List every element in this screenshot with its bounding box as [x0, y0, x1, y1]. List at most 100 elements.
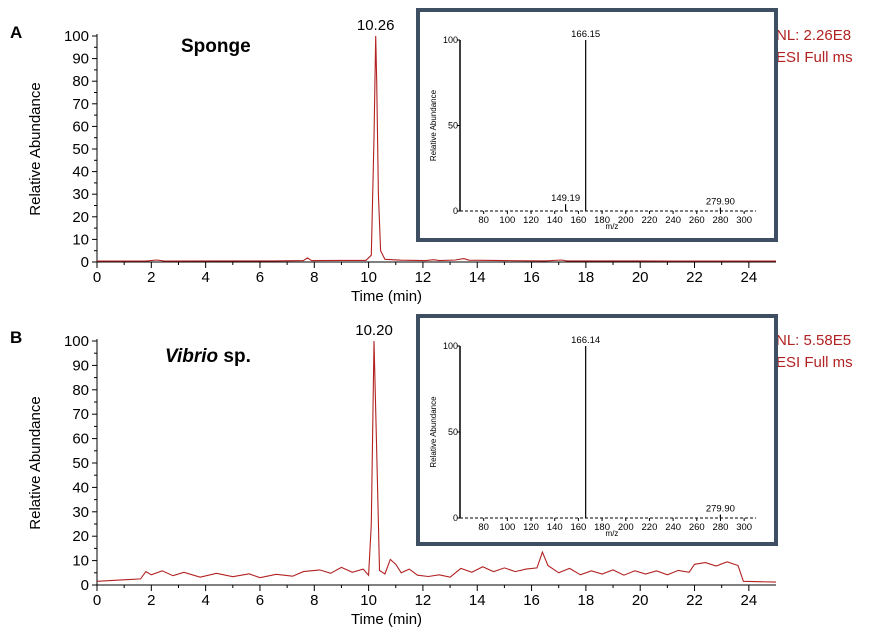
inset-frame — [416, 8, 778, 242]
inset-x-axis-label: m/z — [606, 529, 619, 538]
x-tick-label: 6 — [256, 592, 264, 609]
inset-y-tick-label: 50 — [448, 121, 458, 131]
inset-x-tick-label: 140 — [547, 522, 563, 533]
y-tick-label: 30 — [72, 504, 89, 521]
y-tick-label: 30 — [72, 186, 89, 203]
x-tick-label: 16 — [523, 269, 540, 286]
x-tick-label: 24 — [740, 592, 757, 609]
x-tick-label: 4 — [201, 592, 209, 609]
sample-name: Sponge — [181, 36, 251, 57]
y-tick-label: 70 — [72, 96, 89, 113]
x-tick-label: 20 — [632, 592, 649, 609]
inset-x-tick-label: 180 — [594, 522, 610, 533]
inset-x-tick-label: 240 — [665, 522, 681, 533]
y-tick-label: 10 — [72, 231, 89, 248]
inset-y-axis-label: Relative Abundance — [429, 396, 438, 468]
inset-x-tick-label: 240 — [665, 215, 681, 226]
y-tick-label: 80 — [72, 73, 89, 90]
y-tick-label: 0 — [81, 254, 89, 271]
inset-x-tick-label: 300 — [736, 215, 752, 226]
x-tick-label: 24 — [740, 269, 757, 286]
x-tick-label: 0 — [93, 592, 101, 609]
inset-x-tick-label: 220 — [642, 215, 658, 226]
x-tick-label: 18 — [578, 592, 595, 609]
inset-y-axis-label: Relative Abundance — [429, 89, 438, 161]
y-tick-label: 50 — [72, 455, 89, 472]
scan-type: ESI Full ms — [776, 49, 853, 66]
y-tick-label: 40 — [72, 479, 89, 496]
x-axis-label: Time (min) — [351, 288, 422, 305]
x-tick-label: 22 — [686, 592, 703, 609]
x-tick-label: 10 — [360, 592, 377, 609]
x-tick-label: 2 — [147, 592, 155, 609]
x-tick-label: 12 — [415, 269, 432, 286]
peak-label: 10.26 — [357, 17, 395, 34]
nl-value: NL: 5.58E5 — [776, 332, 851, 349]
panel-label: A — [10, 23, 22, 42]
inset-x-tick-label: 220 — [642, 522, 658, 533]
y-axis-label: Relative Abundance — [27, 82, 44, 215]
inset-y-tick-label: 50 — [448, 427, 458, 437]
spectrum-peak-label: 166.14 — [571, 335, 600, 346]
x-tick-label: 4 — [201, 269, 209, 286]
x-tick-label: 14 — [469, 269, 486, 286]
inset-x-tick-label: 80 — [478, 215, 489, 226]
spectrum-peak-label: 279.90 — [706, 197, 735, 208]
spectrum-peak-label: 279.90 — [706, 504, 735, 515]
x-tick-label: 14 — [469, 592, 486, 609]
x-tick-label: 8 — [310, 269, 318, 286]
sample-name: Vibrio sp. — [165, 346, 251, 367]
inset-x-tick-label: 300 — [736, 522, 752, 533]
inset-x-tick-label: 200 — [618, 522, 634, 533]
x-tick-label: 16 — [523, 592, 540, 609]
y-tick-label: 80 — [72, 382, 89, 399]
sample-name-rest: sp. — [218, 346, 251, 367]
inset-y-tick-label: 100 — [443, 35, 458, 45]
y-tick-label: 100 — [64, 333, 89, 350]
y-tick-label: 90 — [72, 51, 89, 68]
chromatogram-trace — [97, 35, 776, 262]
chromatogram-trace — [96, 340, 777, 583]
y-tick-label: 20 — [72, 209, 89, 226]
spectrum-peak-label: 149.19 — [551, 193, 580, 204]
y-tick-label: 10 — [72, 553, 89, 570]
x-tick-label: 0 — [93, 269, 101, 286]
y-tick-label: 60 — [72, 431, 89, 448]
x-tick-label: 2 — [147, 269, 155, 286]
peak-label: 10.20 — [355, 322, 393, 339]
y-tick-label: 40 — [72, 164, 89, 181]
inset-x-tick-label: 100 — [499, 522, 515, 533]
x-tick-label: 22 — [686, 269, 703, 286]
inset-x-tick-label: 260 — [689, 522, 705, 533]
y-tick-label: 100 — [64, 28, 89, 45]
inset-y-tick-label: 100 — [443, 341, 458, 351]
inset-x-tick-label: 260 — [689, 215, 705, 226]
inset-x-tick-label: 200 — [618, 215, 634, 226]
x-tick-label: 8 — [310, 592, 318, 609]
inset-x-tick-label: 280 — [713, 215, 729, 226]
inset-x-axis-label: m/z — [606, 222, 619, 231]
y-tick-label: 60 — [72, 118, 89, 135]
inset-y-tick-label: 0 — [453, 513, 458, 523]
x-tick-label: 20 — [632, 269, 649, 286]
inset-x-tick-label: 80 — [478, 522, 489, 533]
y-tick-label: 90 — [72, 357, 89, 374]
inset-x-tick-label: 140 — [547, 215, 563, 226]
inset-x-tick-label: 280 — [713, 522, 729, 533]
mass-spectrum-inset: 0 50 100 80 100 120 140 160 180 200 220 240 260 280 30… — [416, 8, 778, 242]
panel-label: B — [10, 328, 22, 347]
x-tick-label: 12 — [415, 592, 432, 609]
x-tick-label: 18 — [578, 269, 595, 286]
inset-frame — [416, 314, 778, 546]
y-axis-label: Relative Abundance — [27, 396, 44, 529]
y-tick-label: 50 — [72, 141, 89, 158]
y-tick-label: 0 — [81, 577, 89, 594]
y-tick-label: 20 — [72, 528, 89, 545]
inset-x-tick-label: 120 — [523, 522, 539, 533]
inset-x-tick-label: 160 — [570, 522, 586, 533]
y-tick-label: 70 — [72, 406, 89, 423]
x-tick-label: 6 — [256, 269, 264, 286]
